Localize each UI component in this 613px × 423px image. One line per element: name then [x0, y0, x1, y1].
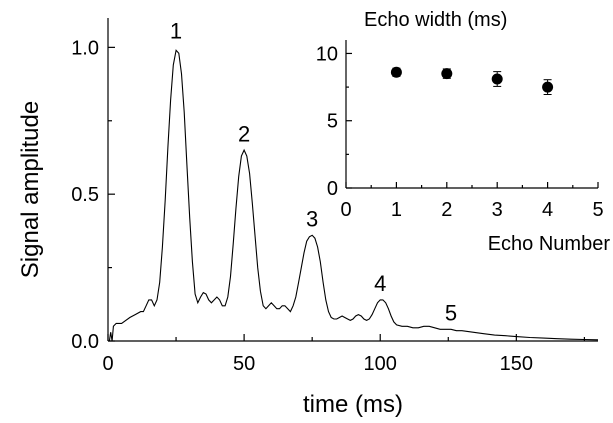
- x-tick-label: 50: [233, 353, 255, 375]
- inset-y-tick-label: 0: [327, 178, 338, 200]
- x-tick-label: 0: [102, 353, 113, 375]
- inset-points: [390, 66, 554, 95]
- inset-x-tick-label: 0: [340, 199, 351, 221]
- echo-label: 3: [306, 206, 318, 231]
- inset-ticks: 0 1 2 3 4 5 0 5 10: [316, 43, 604, 221]
- inset-x-tick-label: 4: [542, 199, 553, 221]
- x-tick-label: 100: [364, 353, 397, 375]
- echo-labels: 1 2 3 4 5: [170, 19, 457, 326]
- y-tick-label: 0.5: [71, 184, 99, 206]
- x-axis-label: time (ms): [303, 391, 403, 418]
- inset-data-point: [542, 81, 554, 93]
- echo-label: 4: [374, 271, 386, 296]
- x-tick-label: 150: [500, 353, 533, 375]
- inset-y-tick-label: 10: [316, 43, 338, 65]
- inset-data-point: [491, 73, 503, 85]
- inset-x-axis-label: Echo Number: [488, 233, 611, 255]
- y-tick-label: 0.0: [71, 331, 99, 353]
- echo-label: 5: [445, 300, 457, 325]
- signal-amplitude-line: [108, 49, 599, 342]
- inset-x-tick-label: 1: [391, 199, 402, 221]
- inset-chart: 0 1 2 3 4 5 0 5 10 Echo width (ms) Echo Number: [316, 9, 611, 255]
- y-tick-label: 1.0: [71, 37, 99, 59]
- inset-y-tick-label: 5: [327, 111, 338, 133]
- echo-label: 1: [170, 19, 182, 44]
- inset-data-point: [441, 68, 453, 80]
- y-axis-label: Signal amplitude: [17, 101, 44, 278]
- inset-x-tick-label: 2: [441, 199, 452, 221]
- inset-x-tick-label: 5: [592, 199, 603, 221]
- inset-x-tick-label: 3: [492, 199, 503, 221]
- inset-data-point: [390, 66, 402, 78]
- inset-title: Echo width (ms): [364, 9, 507, 31]
- echo-label: 2: [238, 121, 250, 146]
